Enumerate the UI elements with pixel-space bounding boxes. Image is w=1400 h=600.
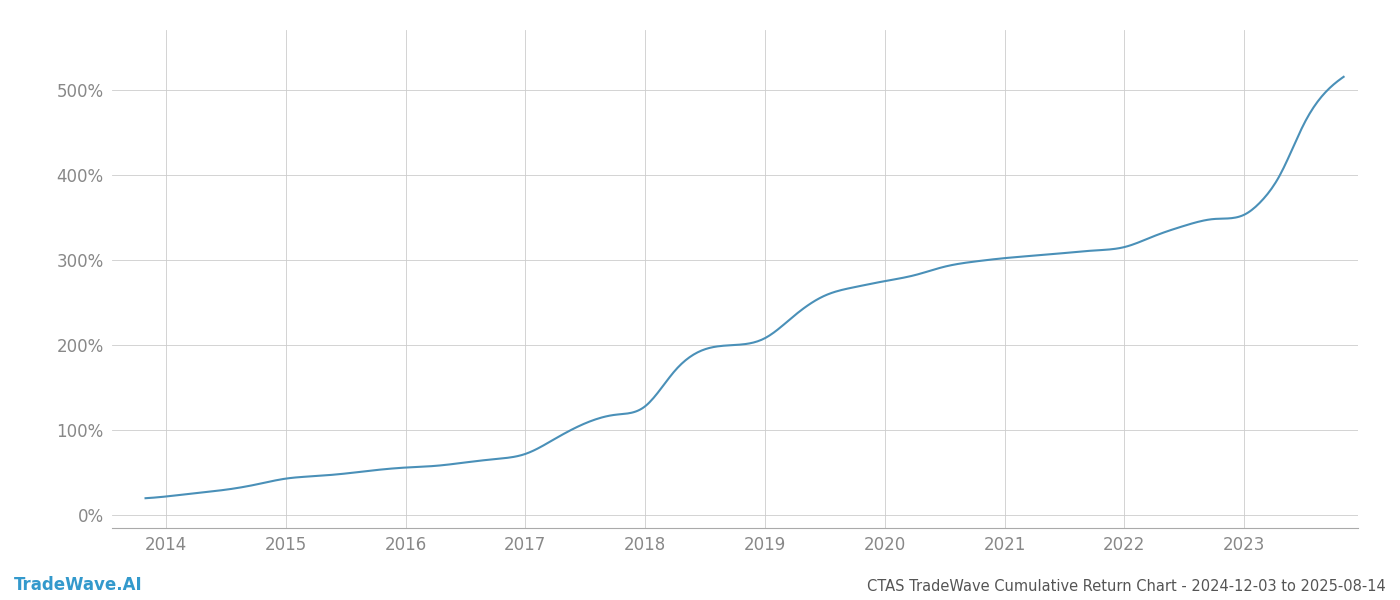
Text: TradeWave.AI: TradeWave.AI: [14, 576, 143, 594]
Text: CTAS TradeWave Cumulative Return Chart - 2024-12-03 to 2025-08-14: CTAS TradeWave Cumulative Return Chart -…: [867, 579, 1386, 594]
